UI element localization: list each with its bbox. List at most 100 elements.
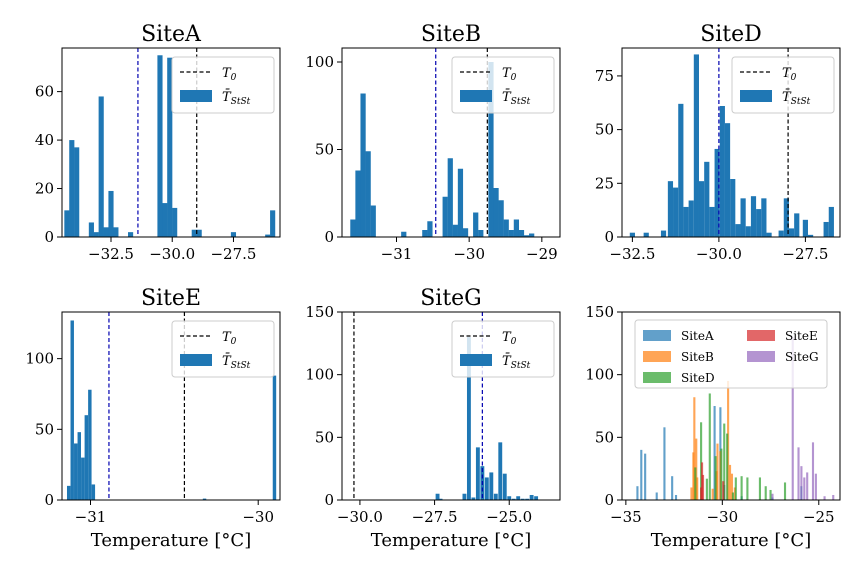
panel-title: SiteB <box>421 22 481 47</box>
hist-bar-25 <box>788 228 795 237</box>
x-tick-label: −30 <box>706 508 738 526</box>
siteb-bar-4 <box>696 477 699 500</box>
legend-label-siteg: SiteG <box>785 350 819 364</box>
sitee-bar-3 <box>722 481 725 500</box>
hist-bar-12 <box>714 148 720 237</box>
hist-bar-5 <box>401 231 407 237</box>
hist-bar-15 <box>196 229 202 237</box>
plot-area <box>66 312 277 500</box>
legend-t0-label: T0 <box>782 66 797 83</box>
x-tick-label: −29 <box>526 245 558 263</box>
x-tick-label: −30.0 <box>337 508 383 526</box>
legend-swatch-siteb <box>643 351 671 362</box>
hist-bar-4 <box>471 497 476 500</box>
hist-bar-11 <box>457 168 464 237</box>
hist-bar-24 <box>783 198 789 237</box>
hist-bar-11 <box>502 473 507 500</box>
x-tick-label: −30.0 <box>149 245 195 263</box>
hist-bar-2 <box>74 443 78 500</box>
hist-bar-7 <box>484 477 489 500</box>
y-tick-label: 40 <box>35 131 54 149</box>
legend-tbar-label: T̄StSt <box>502 353 531 371</box>
hist-bar-9 <box>128 232 134 237</box>
axes-frame <box>341 47 561 238</box>
hist-bar-2 <box>360 93 366 237</box>
y-tick-label: 100 <box>585 366 614 384</box>
y-tick-label: 50 <box>315 141 334 159</box>
hist-bar-18 <box>534 496 539 500</box>
hist-bar-5 <box>678 103 684 237</box>
legend: T0 T̄StSt <box>451 320 555 378</box>
y-tick-label: 50 <box>315 428 334 446</box>
hist-bar-8 <box>202 498 207 500</box>
sited-bar-8 <box>731 492 734 500</box>
panel-title: SiteG <box>420 286 482 311</box>
hist-bar-1 <box>355 170 361 237</box>
y-tick-label: 0 <box>324 228 334 246</box>
sited-bar-11 <box>746 477 749 500</box>
sited-bar-6 <box>723 423 726 500</box>
hist-bar-12 <box>507 496 512 500</box>
x-tick-label: −31 <box>75 508 107 526</box>
hist-bar-13 <box>172 207 178 237</box>
y-tick-label: 0 <box>44 228 54 246</box>
sitea-bar-0 <box>636 486 639 500</box>
legend-swatch-siteg <box>747 351 775 362</box>
hist-bar-19 <box>508 230 514 237</box>
hist-bar-27 <box>802 219 808 237</box>
sited-bar-0 <box>694 467 697 500</box>
x-tick-label: −25 <box>803 508 835 526</box>
hist-bar-6 <box>103 227 109 237</box>
hist-bar-15 <box>520 498 525 500</box>
plot-area <box>350 48 535 237</box>
legend-t0-label: T0 <box>502 330 517 347</box>
panel-sited: −32.5 −30.0 −27.5 0 25 50 75 SiteD T0 T̄StSt <box>595 22 841 263</box>
panel-siteg: −30.0 −27.5 −25.0 0 50 100 150 SiteG Temperature… <box>305 286 561 551</box>
hist-bar-5 <box>98 96 104 237</box>
plot-area <box>629 48 834 237</box>
hist-bar-12 <box>462 228 469 237</box>
hist-bar-10 <box>157 55 163 237</box>
legend-tbar-label: T̄StSt <box>222 353 251 371</box>
siteg-bar-7 <box>814 473 817 500</box>
y-tick-label: 150 <box>305 303 334 321</box>
legend-t0-label: T0 <box>222 330 237 347</box>
hist-bar-16 <box>230 232 237 237</box>
y-tick-label: 50 <box>35 420 54 438</box>
hist-bar-15 <box>730 179 736 237</box>
hist-bar-16 <box>525 498 530 500</box>
panel-title: SiteA <box>141 22 202 47</box>
hist-bar-30 <box>828 206 834 237</box>
hist-bar-22 <box>766 232 772 237</box>
legend-tbar-swatch <box>180 90 212 102</box>
sited-bar-15 <box>783 482 787 500</box>
hist-bar-6 <box>422 230 428 237</box>
hist-bar-23 <box>529 233 535 237</box>
x-axis-label: Temperature [°C] <box>651 530 811 551</box>
sitea-bar-3 <box>655 492 658 500</box>
hist-bar-14 <box>191 229 197 237</box>
siteg-bar-2 <box>797 447 800 500</box>
hist-bar-2 <box>660 230 667 237</box>
hist-bar-8 <box>442 196 448 237</box>
axes-frame <box>61 47 281 238</box>
x-tick-label: −27.5 <box>210 245 256 263</box>
siteg-bar-8 <box>823 496 826 500</box>
sited-bar-9 <box>734 477 737 500</box>
hist-bar-14 <box>724 123 731 237</box>
legend-t0-label: T0 <box>222 66 237 83</box>
sited-bar-1 <box>700 422 703 500</box>
legend: SiteA SiteB SiteD SiteE SiteG <box>634 319 828 389</box>
sitea-bar-4 <box>663 427 666 500</box>
sited-bar-10 <box>740 476 743 500</box>
siteb-bar-10 <box>728 464 732 500</box>
hist-bar-16 <box>493 188 499 237</box>
legend-tbar-swatch <box>740 90 772 102</box>
panel-sitea: −32.5 −30.0 −27.5 0 20 40 60 SiteA T0 T̄StSt <box>35 22 281 263</box>
hist-bar-21 <box>761 198 767 237</box>
hist-bar-13 <box>473 212 479 237</box>
hist-bar-23 <box>778 230 784 237</box>
x-axis-label: Temperature [°C] <box>371 530 531 551</box>
